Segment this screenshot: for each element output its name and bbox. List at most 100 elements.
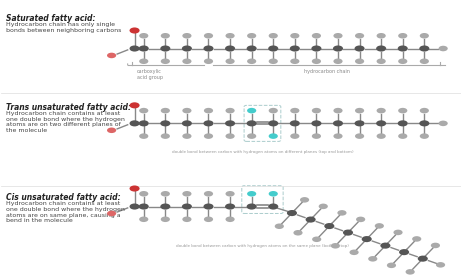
Circle shape <box>161 191 170 197</box>
Circle shape <box>399 249 409 255</box>
Circle shape <box>182 108 192 113</box>
Text: Saturated fatty acid:: Saturated fatty acid: <box>6 14 96 23</box>
Circle shape <box>204 216 213 222</box>
Circle shape <box>225 191 235 197</box>
Circle shape <box>438 46 448 51</box>
Circle shape <box>247 108 256 113</box>
Circle shape <box>204 108 213 113</box>
Circle shape <box>182 133 192 139</box>
Circle shape <box>107 127 116 133</box>
Circle shape <box>398 133 407 139</box>
Circle shape <box>139 133 148 139</box>
Circle shape <box>182 33 192 39</box>
Circle shape <box>376 120 386 126</box>
Text: hydrocarbon chain: hydrocarbon chain <box>304 69 350 74</box>
Circle shape <box>398 45 408 52</box>
Circle shape <box>247 120 257 126</box>
Circle shape <box>225 108 235 113</box>
Circle shape <box>398 120 408 126</box>
Circle shape <box>268 204 278 210</box>
Circle shape <box>247 59 256 64</box>
Circle shape <box>182 120 192 126</box>
Circle shape <box>225 33 235 39</box>
Circle shape <box>161 133 170 139</box>
Circle shape <box>247 133 256 139</box>
Circle shape <box>129 102 140 108</box>
Circle shape <box>398 59 407 64</box>
Circle shape <box>420 108 429 113</box>
Circle shape <box>160 120 170 126</box>
Circle shape <box>355 59 364 64</box>
Circle shape <box>204 59 213 64</box>
Circle shape <box>107 211 116 216</box>
Circle shape <box>160 204 170 210</box>
Circle shape <box>337 210 346 216</box>
Circle shape <box>247 191 256 197</box>
Circle shape <box>436 262 445 268</box>
Circle shape <box>225 133 235 139</box>
Circle shape <box>290 133 299 139</box>
Circle shape <box>161 33 170 39</box>
Circle shape <box>331 243 340 249</box>
Circle shape <box>247 45 257 52</box>
Text: Hydrocarbon chain contains at least
one double bond where the hydrogen
atoms are: Hydrocarbon chain contains at least one … <box>6 111 125 133</box>
Text: Hydrocarbon chain contains at least
one double bond where the hydrogen
atoms are: Hydrocarbon chain contains at least one … <box>6 201 125 223</box>
Circle shape <box>129 27 140 34</box>
Circle shape <box>418 256 428 262</box>
Circle shape <box>355 33 364 39</box>
Circle shape <box>343 230 353 236</box>
Circle shape <box>377 133 386 139</box>
Circle shape <box>269 133 278 139</box>
Circle shape <box>182 59 192 64</box>
Text: carboxylic
acid group: carboxylic acid group <box>137 69 163 80</box>
Circle shape <box>319 204 328 209</box>
Circle shape <box>420 33 429 39</box>
Circle shape <box>419 45 429 52</box>
Circle shape <box>287 210 297 216</box>
Circle shape <box>334 59 343 64</box>
Circle shape <box>334 133 343 139</box>
Circle shape <box>129 45 140 52</box>
Circle shape <box>268 120 278 126</box>
Circle shape <box>161 108 170 113</box>
Circle shape <box>107 53 116 58</box>
Circle shape <box>203 204 213 210</box>
Circle shape <box>139 33 148 39</box>
Circle shape <box>269 191 278 197</box>
Circle shape <box>182 191 192 197</box>
Circle shape <box>387 263 396 268</box>
Circle shape <box>412 236 421 242</box>
Circle shape <box>334 33 343 39</box>
Circle shape <box>398 108 407 113</box>
Circle shape <box>204 191 213 197</box>
Circle shape <box>290 108 299 113</box>
Text: double bond between carbon with hydrogen atoms on the same plane (both on top): double bond between carbon with hydrogen… <box>176 244 349 248</box>
Circle shape <box>375 223 384 229</box>
Circle shape <box>334 108 343 113</box>
Circle shape <box>182 204 192 210</box>
Circle shape <box>394 230 402 235</box>
Circle shape <box>311 45 322 52</box>
Circle shape <box>129 185 140 192</box>
Circle shape <box>290 59 299 64</box>
Circle shape <box>247 33 256 39</box>
Text: Hydrocarbon chain has only single
bonds between neighboring carbons: Hydrocarbon chain has only single bonds … <box>6 22 122 33</box>
Circle shape <box>349 249 359 255</box>
Circle shape <box>398 33 407 39</box>
Circle shape <box>161 216 170 222</box>
Circle shape <box>290 33 299 39</box>
Circle shape <box>311 120 322 126</box>
Circle shape <box>204 33 213 39</box>
Circle shape <box>269 33 278 39</box>
Circle shape <box>312 33 321 39</box>
Text: Trans unsaturated fatty acid:: Trans unsaturated fatty acid: <box>6 102 131 111</box>
Circle shape <box>275 223 284 229</box>
Circle shape <box>139 120 149 126</box>
Circle shape <box>356 217 365 222</box>
Circle shape <box>269 59 278 64</box>
Circle shape <box>225 216 235 222</box>
Circle shape <box>354 120 365 126</box>
Circle shape <box>139 216 148 222</box>
Circle shape <box>377 33 386 39</box>
Circle shape <box>377 108 386 113</box>
